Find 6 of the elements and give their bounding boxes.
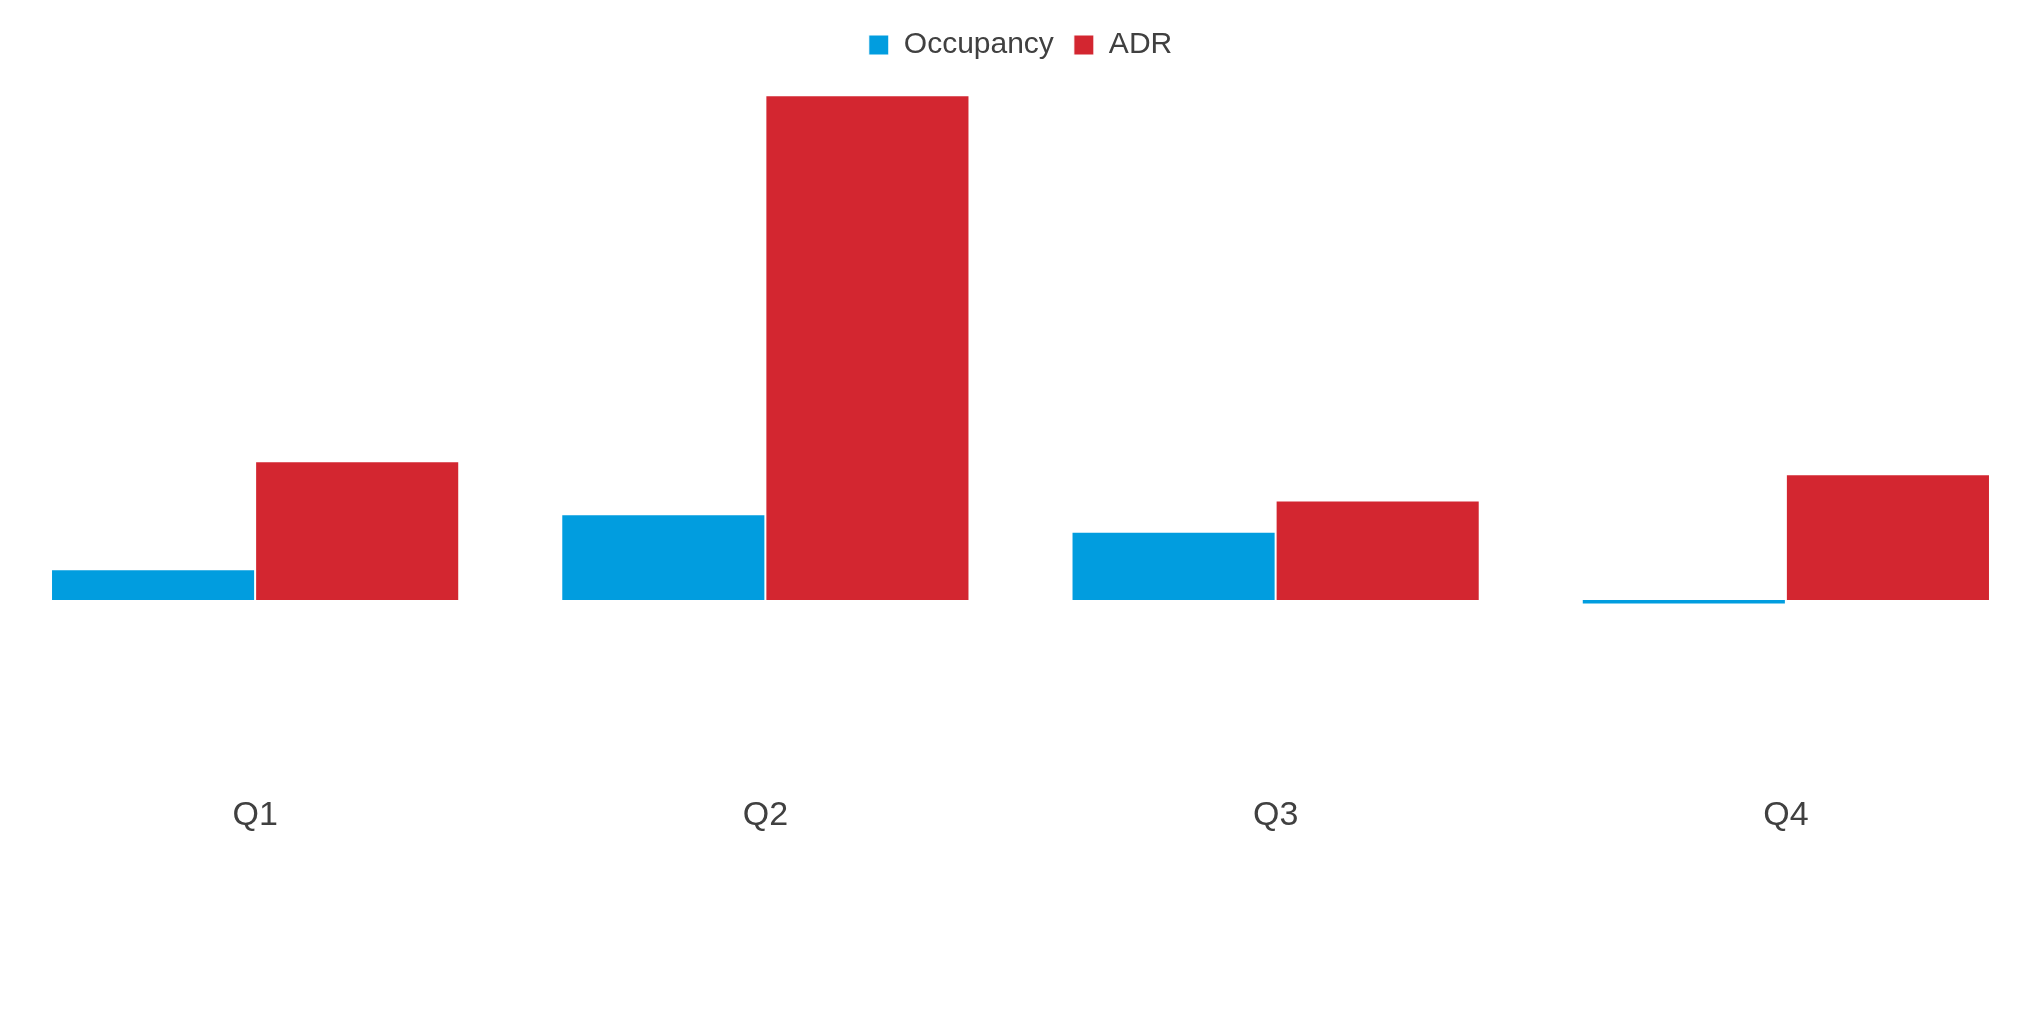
- legend-label: ADR: [1108, 26, 1173, 60]
- x-tick-label: Q2: [742, 793, 789, 832]
- x-tick-label: Q3: [1252, 793, 1299, 832]
- x-tick-label: Q4: [1763, 793, 1809, 832]
- legend-label: Occupancy: [903, 26, 1054, 60]
- x-tick-label: Q1: [232, 793, 278, 832]
